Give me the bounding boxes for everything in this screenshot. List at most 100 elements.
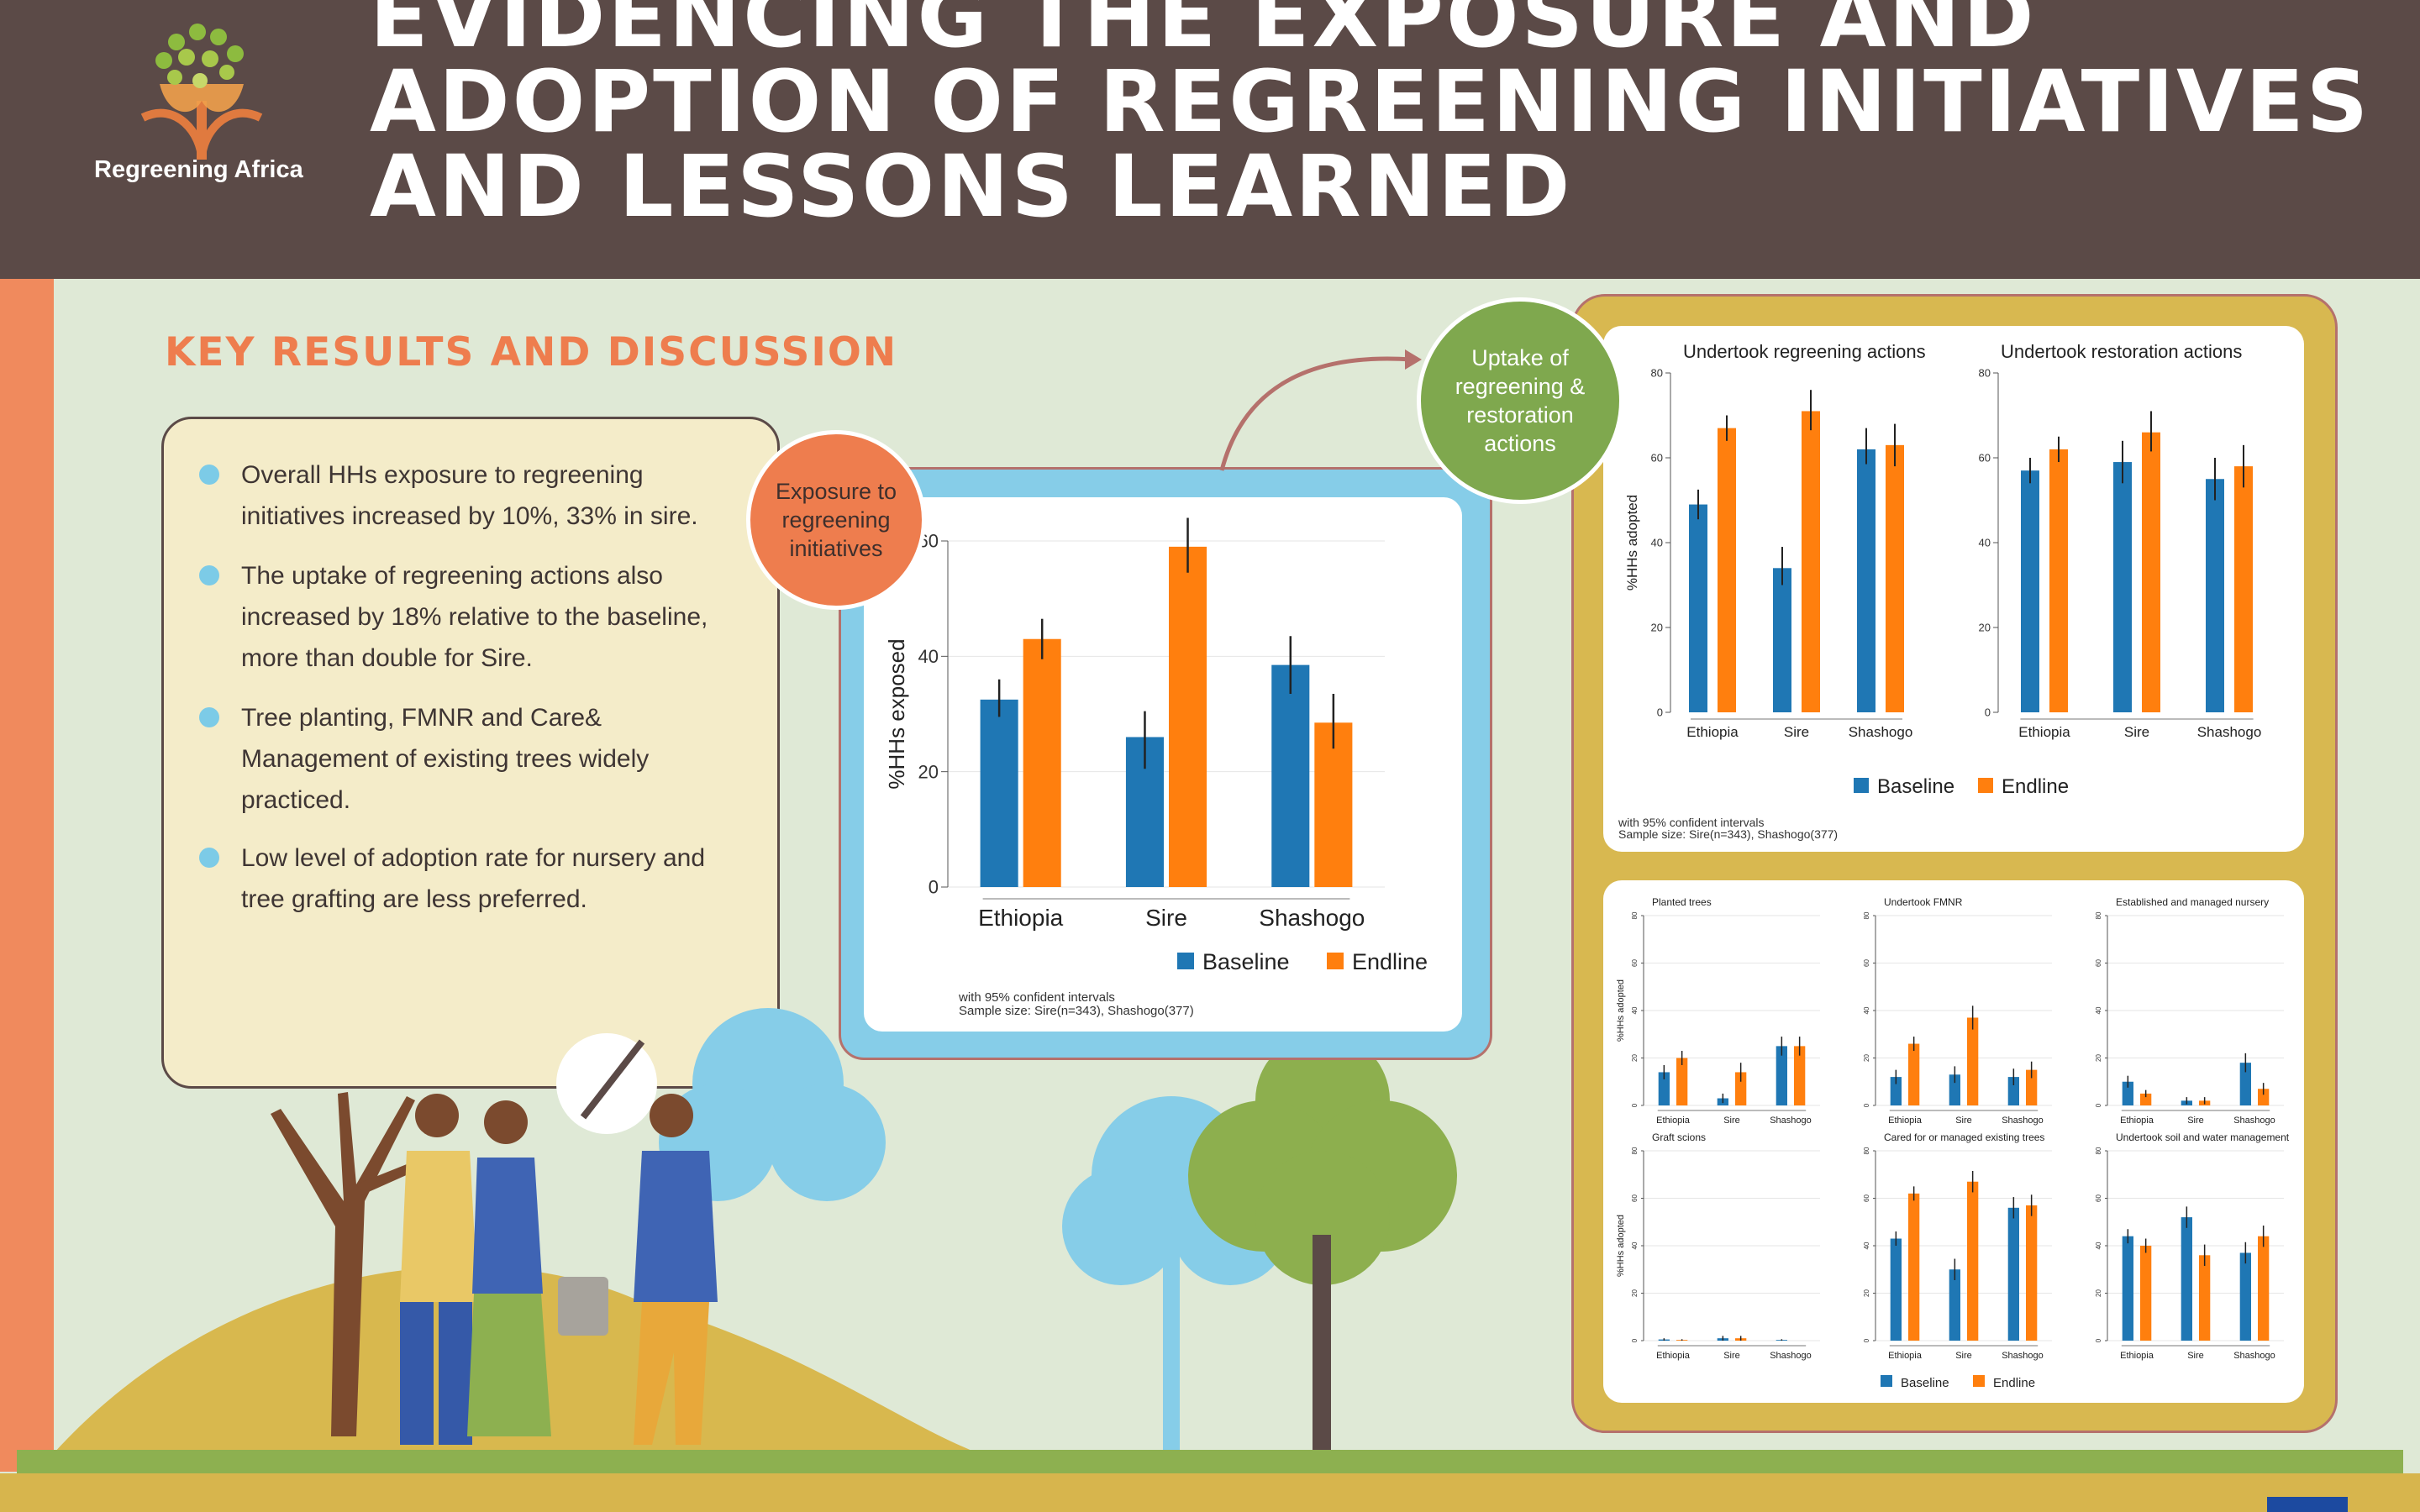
- x-tick-label: Sire: [1723, 1116, 1740, 1126]
- y-tick-label: 40: [1631, 1242, 1639, 1249]
- y-tick-label: 0: [1631, 1103, 1639, 1107]
- y-tick-label: 0: [1863, 1103, 1870, 1107]
- y-tick-label: 0: [1631, 1338, 1639, 1342]
- y-tick-label: 80: [1863, 911, 1870, 919]
- y-tick-label: 60: [1863, 959, 1870, 967]
- y-tick-label: 60: [2095, 959, 2102, 967]
- bullet-item: Low level of adoption rate for nursery a…: [199, 837, 737, 920]
- bar-baseline: [2239, 1063, 2251, 1105]
- exposure-callout-text: Exposure to regreening initiatives: [775, 479, 897, 561]
- x-tick-label: Ethiopia: [1888, 1351, 1923, 1361]
- y-tick-label: 20: [1651, 622, 1663, 634]
- header-banner: [0, 0, 2420, 279]
- bar-endline: [2199, 1255, 2211, 1341]
- bar-endline: [1676, 1058, 1688, 1105]
- bar-endline: [1908, 1043, 1920, 1105]
- y-tick-label: 20: [1631, 1054, 1639, 1062]
- x-tick-label: Shashogo: [1770, 1351, 1812, 1361]
- y-tick-label: 60: [1631, 1194, 1639, 1202]
- footer-strip: [0, 1473, 2420, 1512]
- x-tick-label: Shashogo: [1770, 1116, 1812, 1126]
- legend-swatch-endline: [1973, 1375, 1985, 1387]
- bullet-item: Tree planting, FMNR and Care& Management…: [199, 697, 737, 821]
- y-tick-label: 40: [1651, 537, 1663, 549]
- bar-endline: [1314, 722, 1353, 887]
- bar-endline: [2258, 1236, 2270, 1341]
- y-tick-label: 40: [2095, 1006, 2102, 1014]
- y-tick-label: 80: [1651, 367, 1663, 380]
- bullet-item: Overall HHs exposure to regreening initi…: [199, 454, 737, 537]
- bar-endline: [1794, 1046, 1806, 1105]
- x-tick-label: Sire: [1955, 1351, 1972, 1361]
- x-tick-label: Ethiopia: [1656, 1351, 1691, 1361]
- y-tick-label: 60: [2095, 1194, 2102, 1202]
- bar-baseline: [1689, 504, 1707, 712]
- y-tick-label: 0: [2095, 1103, 2102, 1107]
- bar-endline: [1908, 1193, 1920, 1341]
- chart-title: Cared for or managed existing trees: [1884, 1131, 2044, 1143]
- x-tick-label: Ethiopia: [1686, 724, 1739, 740]
- title-line: AND LESSONS LEARNED: [370, 137, 1573, 237]
- x-tick-label: Sire: [2187, 1116, 2204, 1126]
- connector-arrow-icon: [1219, 349, 1422, 471]
- chart-note: with 95% confident intervals: [1618, 816, 1765, 829]
- section-heading: KEY RESULTS AND DISCUSSION: [165, 329, 898, 375]
- y-tick-label: 60: [1979, 452, 1991, 465]
- chart-title: Planted trees: [1652, 896, 1712, 908]
- x-tick-label: Shashogo: [2002, 1116, 2044, 1126]
- bullet-dot-icon: [199, 707, 219, 727]
- bar-endline: [2140, 1246, 2152, 1341]
- x-tick-label: Shashogo: [2197, 724, 2262, 740]
- bar-baseline: [2181, 1217, 2192, 1341]
- title-line: EVIDENCING THE EXPOSURE AND: [370, 0, 2037, 67]
- x-tick-label: Ethiopia: [2018, 724, 2070, 740]
- legend-swatch-endline: [1978, 778, 1993, 793]
- uptake-top-charts: 0 20 40 60 80 Ethiopia Sire Shashogo Undertook r…: [1618, 341, 2262, 841]
- bar-endline: [1169, 546, 1207, 887]
- bar-endline: [1802, 411, 1820, 712]
- legend-swatch-baseline: [1881, 1375, 1892, 1387]
- left-accent-stripe: [0, 279, 54, 1472]
- bar-baseline: [1949, 1269, 1960, 1341]
- bar-endline: [2049, 449, 2068, 712]
- legend-label: Baseline: [1202, 949, 1290, 974]
- bar-baseline: [2122, 1081, 2133, 1105]
- landscape-illustration: [54, 1008, 1457, 1453]
- bar-baseline: [980, 699, 1018, 887]
- x-tick-label: Sire: [2187, 1351, 2204, 1361]
- bullet-dot-icon: [199, 465, 219, 485]
- chart-title: Undertook restoration actions: [2001, 341, 2242, 362]
- uptake-bottom-charts: 0 20 40 60 80 Ethiopia Sire Shashogo Planted tre…: [1616, 896, 2290, 1390]
- exposure-callout: Exposure to regreening initiatives: [746, 430, 926, 610]
- bullet-text: Tree planting, FMNR and Care& Management…: [241, 704, 650, 814]
- y-tick-label: 20: [2095, 1054, 2102, 1062]
- x-tick-label: Sire: [1723, 1351, 1740, 1361]
- bar-endline: [1718, 428, 1736, 712]
- bullet-text: Low level of adoption rate for nursery a…: [241, 844, 705, 913]
- bar-baseline: [2122, 1236, 2133, 1341]
- x-tick-label: Ethiopia: [978, 905, 1064, 931]
- bar-baseline: [1890, 1238, 1902, 1341]
- y-tick-label: 20: [2095, 1289, 2102, 1297]
- bar-baseline: [2007, 1077, 2019, 1105]
- y-tick-label: 40: [918, 646, 939, 667]
- bar-baseline: [1658, 1072, 1670, 1105]
- y-tick-label: 0: [1657, 706, 1663, 719]
- chart-note: with 95% confident intervals: [958, 990, 1115, 1005]
- regreening-logo-icon: [140, 24, 263, 160]
- x-tick-label: Ethiopia: [1888, 1116, 1923, 1126]
- bar-endline: [2026, 1205, 2038, 1341]
- y-tick-label: 60: [1631, 959, 1639, 967]
- y-axis-label: %HHs adopted: [1616, 1215, 1626, 1277]
- y-tick-label: 60: [1651, 452, 1663, 465]
- y-tick-label: 80: [2095, 1147, 2102, 1154]
- legend-label: Baseline: [1901, 1376, 1949, 1390]
- x-tick-label: Shashogo: [2233, 1351, 2275, 1361]
- y-tick-label: 20: [1863, 1289, 1870, 1297]
- bar-endline: [2142, 432, 2160, 712]
- y-tick-label: 40: [1979, 537, 1991, 549]
- y-axis-label: %HHs exposed: [884, 638, 909, 789]
- legend-swatch-endline: [1327, 953, 1344, 969]
- uptake-callout-text: Uptake of regreening & restoration actio…: [1455, 345, 1586, 456]
